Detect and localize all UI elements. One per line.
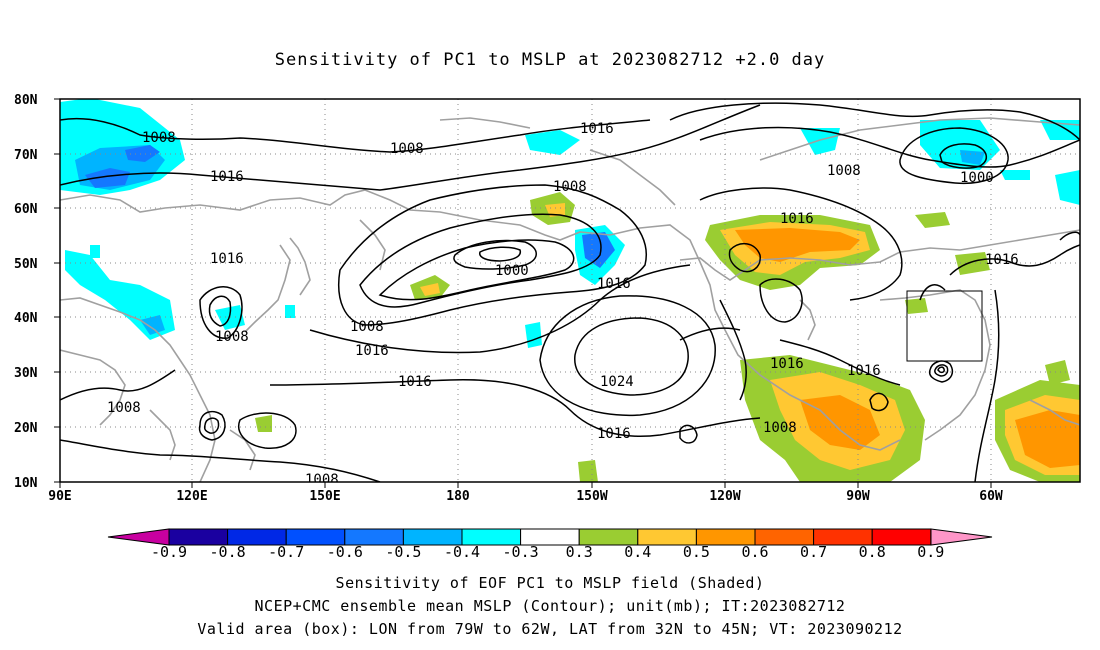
isobar-label: 1008: [827, 163, 861, 179]
longitude-labels: 90E 120E 150E 180 150W 120W 90W 60W: [48, 489, 1003, 504]
colorbar-label: -0.9: [151, 543, 187, 561]
isobar-label: 1000: [495, 263, 529, 279]
lon-label: 150W: [576, 489, 607, 504]
isobar-label: 1016: [580, 121, 614, 137]
isobar-label: 1016: [398, 374, 432, 390]
isobar-label: 1016: [847, 363, 881, 379]
isobar-label: 1008: [142, 130, 176, 146]
lat-label: 50N: [14, 257, 38, 272]
colorbar-label: 0.9: [917, 543, 944, 561]
colorbar-label: -0.5: [385, 543, 421, 561]
colorbar-label: 0.3: [566, 543, 593, 561]
caption-shading: Sensitivity of EOF PC1 to MSLP field (Sh…: [335, 574, 765, 592]
lat-label: 10N: [14, 476, 38, 491]
colorbar-high-extend: [930, 528, 993, 546]
isobar-label: 1016: [770, 356, 804, 372]
positive-sensitivity-shading: [255, 192, 1080, 482]
lon-label: 90W: [846, 489, 870, 504]
map-frame: [59, 98, 1081, 483]
colorbar-label: 0.8: [859, 543, 886, 561]
axis-ticks: [54, 98, 992, 488]
latitude-labels: 80N 70N 60N 50N 40N 30N 20N 10N: [14, 93, 38, 491]
colorbar-label: -0.8: [210, 543, 246, 561]
lat-label: 60N: [14, 202, 38, 217]
isobar-label: 1008: [107, 400, 141, 416]
colorbar-label: 0.4: [624, 543, 651, 561]
map-gridlines: [60, 99, 1080, 482]
isobar-label: 1016: [355, 343, 389, 359]
isobar-label: 1008: [215, 329, 249, 345]
colorbar-label: 0.5: [683, 543, 710, 561]
lon-label: 90E: [48, 489, 71, 504]
lon-label: 150E: [309, 489, 340, 504]
lat-label: 30N: [14, 366, 38, 381]
isobar-label: 1016: [597, 426, 631, 442]
isobar-label: 1016: [597, 276, 631, 292]
map-figure: 1008 1008 1016 1016 1008 1016 1000 1016 …: [14, 93, 1081, 561]
colorbar-label: -0.7: [268, 543, 304, 561]
colorbar-label: -0.3: [503, 543, 539, 561]
isobar-label: 1016: [210, 251, 244, 267]
colorbar-label: -0.6: [327, 543, 363, 561]
isobar-label: 1016: [210, 169, 244, 185]
isobar-label: 1000: [960, 170, 994, 186]
isobar-label: 1008: [390, 141, 424, 157]
isobar-label: 1008: [763, 420, 797, 436]
coastlines: [60, 117, 1080, 482]
lon-label: 120W: [709, 489, 740, 504]
colorbar-label: 0.7: [800, 543, 827, 561]
lat-label: 20N: [14, 421, 38, 436]
lat-label: 40N: [14, 311, 38, 326]
isobar-labels: 1008 1008 1016 1016 1008 1016 1000 1016 …: [107, 121, 1019, 488]
isobar-label: 1008: [553, 179, 587, 195]
map-title: Sensitivity of PC1 to MSLP at 2023082712…: [274, 50, 826, 70]
isobar-label: 1008: [350, 319, 384, 335]
lon-label: 180: [446, 489, 470, 504]
lat-label: 70N: [14, 148, 38, 163]
colorbar-label: 0.6: [741, 543, 768, 561]
valid-area-box: [906, 290, 983, 362]
lon-label: 60W: [979, 489, 1003, 504]
isobar-label: 1016: [985, 252, 1019, 268]
isobar-label: 1008: [305, 472, 339, 488]
colorbar-label: -0.4: [444, 543, 480, 561]
colorbar: -0.9 -0.8 -0.7 -0.6 -0.5 -0.4 -0.3 0.3 0.4 0.5 0.6…: [107, 528, 993, 561]
caption-valid-area: Valid area (box): LON from 79W to 62W, L…: [197, 620, 903, 638]
caption-contour: NCEP+CMC ensemble mean MSLP (Contour); u…: [254, 597, 846, 615]
lat-label: 80N: [14, 93, 38, 108]
lon-label: 120E: [176, 489, 207, 504]
negative-sensitivity-shading: [60, 99, 1080, 348]
isobar-label: 1024: [600, 374, 634, 390]
isobar-label: 1016: [780, 211, 814, 227]
mslp-contours: [60, 102, 1080, 482]
